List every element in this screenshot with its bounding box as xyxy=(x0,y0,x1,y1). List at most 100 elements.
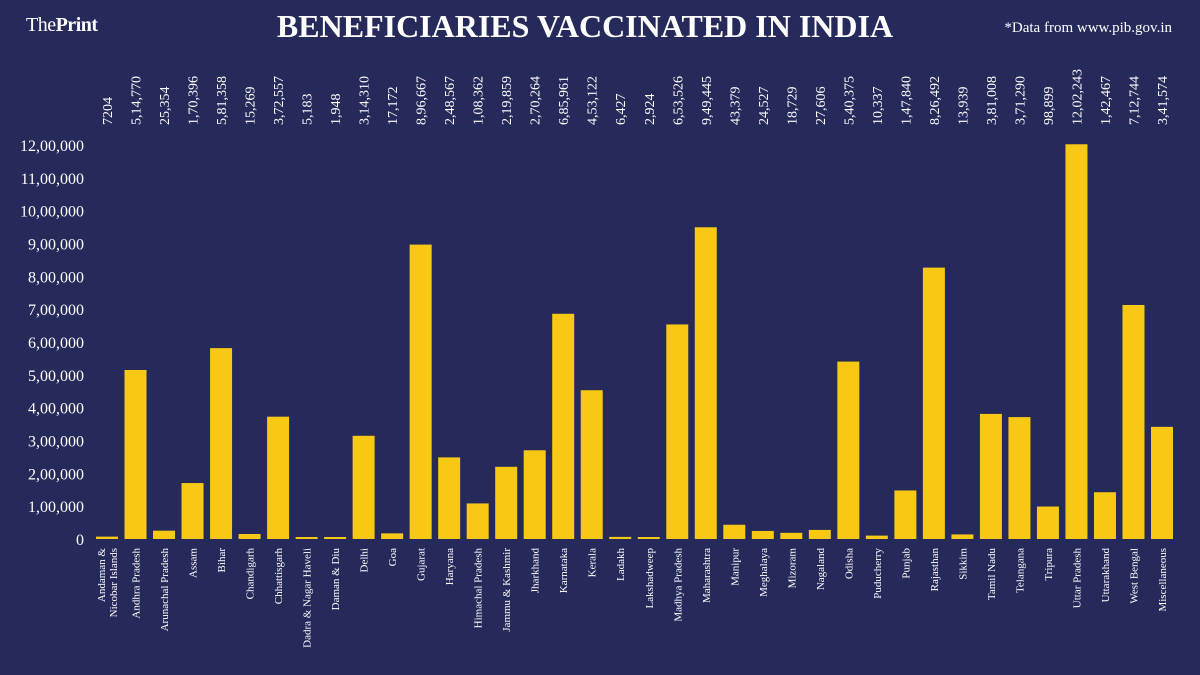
x-tick-label: Goa xyxy=(387,548,399,566)
data-label: 7204 xyxy=(101,97,116,125)
data-label: 1,70,396 xyxy=(187,76,202,125)
x-tick-label: Manipur xyxy=(729,548,741,586)
data-label: 8,96,667 xyxy=(415,76,430,125)
bar-chandigarh xyxy=(238,533,261,539)
bar-jharkhand xyxy=(523,450,546,539)
data-label: 3,81,008 xyxy=(985,76,1000,125)
data-label: 3,14,310 xyxy=(358,76,373,125)
bar-assam xyxy=(181,483,204,539)
bar-kerala xyxy=(580,390,603,539)
bar-madhya-pradesh xyxy=(666,324,689,539)
bar-telangana xyxy=(1008,417,1031,539)
data-label: 6,85,961 xyxy=(557,76,572,125)
bar-miscellaneous xyxy=(1151,426,1173,539)
bar-tripura xyxy=(1036,506,1059,539)
x-tick-label: Delhi xyxy=(359,548,371,572)
y-tick-label: 7,00,000 xyxy=(28,302,84,319)
data-label: 5,40,375 xyxy=(842,76,857,125)
theprint-logo: ThePrint xyxy=(26,14,98,37)
data-label: 7,12,744 xyxy=(1127,76,1142,125)
x-tick-label: Nicobar Islands xyxy=(108,548,120,617)
data-label: 2,924 xyxy=(643,94,658,126)
bar-manipur xyxy=(723,524,746,539)
bar-nagaland xyxy=(808,529,831,539)
x-tick-label: Punjab xyxy=(900,548,912,579)
bar-odisha xyxy=(837,361,860,539)
x-tick-label: Telangana xyxy=(1014,548,1026,593)
bar-delhi xyxy=(352,435,375,539)
bar-rajasthan xyxy=(922,267,945,539)
x-tick-label: Odisha xyxy=(843,548,855,579)
x-tick-label: Nagaland xyxy=(815,548,827,591)
x-tick-label: Uttarakhand xyxy=(1100,548,1112,603)
data-label: 2,48,567 xyxy=(443,76,458,125)
bar-karnataka xyxy=(552,313,575,539)
y-tick-label: 8,00,000 xyxy=(28,269,84,286)
data-label: 1,42,467 xyxy=(1099,76,1114,125)
y-tick-label: 12,00,000 xyxy=(20,138,84,155)
bar-haryana xyxy=(438,457,461,539)
bar-goa xyxy=(381,533,404,539)
bar-dadra-nagar-haveli xyxy=(295,537,318,539)
x-tick-label: Miscellaneous xyxy=(1157,548,1169,612)
logo-bold: Print xyxy=(55,14,98,36)
bar-meghalaya xyxy=(751,530,774,539)
x-tick-label: Daman & Diu xyxy=(330,548,342,611)
data-label: 25,354 xyxy=(158,87,173,126)
x-tick-label: Gujarat xyxy=(416,548,428,581)
x-tick-label: Chandigarh xyxy=(245,548,257,600)
data-label: 3,41,574 xyxy=(1156,76,1171,125)
x-tick-label: Karnataka xyxy=(558,548,570,593)
x-tick-label: Bihar xyxy=(216,548,228,573)
x-tick-label: Sikkim xyxy=(957,548,969,580)
y-tick-label: 4,00,000 xyxy=(28,401,84,418)
data-label: 2,19,859 xyxy=(500,76,515,125)
data-label: 3,72,557 xyxy=(272,76,287,125)
bar-himachal-pradesh xyxy=(466,503,489,539)
data-label: 8,26,492 xyxy=(928,76,943,125)
bar-west-bengal xyxy=(1122,304,1145,539)
bar-maharashtra xyxy=(694,227,717,539)
y-tick-label: 2,00,000 xyxy=(28,466,84,483)
bar-gujarat xyxy=(409,244,432,539)
data-label: 1,948 xyxy=(329,94,344,126)
data-label: 1,08,362 xyxy=(472,76,487,125)
y-tick-label: 0 xyxy=(76,532,84,549)
x-tick-label: Dadra & Nagar Haveli xyxy=(302,548,314,648)
x-tick-label: Himachal Pradesh xyxy=(473,548,485,629)
data-label: 24,527 xyxy=(757,87,772,126)
y-tick-label: 5,00,000 xyxy=(28,368,84,385)
x-tick-label: Assam xyxy=(188,548,200,578)
bar-jammu-kashmir xyxy=(495,466,518,539)
x-tick-label: Kerala xyxy=(587,548,599,577)
x-tick-label: Arunachal Pradesh xyxy=(159,548,171,632)
x-tick-label: Lakshadweep xyxy=(644,548,656,609)
y-tick-label: 1,00,000 xyxy=(28,499,84,516)
y-tick-label: 9,00,000 xyxy=(28,237,84,254)
y-tick-label: 6,00,000 xyxy=(28,335,84,352)
x-tick-label: Meghalaya xyxy=(758,548,770,597)
y-tick-label: 11,00,000 xyxy=(21,171,84,188)
bar-daman-diu xyxy=(324,537,347,539)
bar-tamil-nadu xyxy=(979,413,1002,539)
bar-bihar xyxy=(210,348,233,539)
x-tick-label: Jharkhand xyxy=(530,548,542,594)
data-label: 6,427 xyxy=(614,94,629,126)
source-note: *Data from www.pib.gov.in xyxy=(1004,20,1172,36)
bar-sikkim xyxy=(951,534,974,539)
data-label: 27,606 xyxy=(814,87,829,126)
x-tick-label: Uttar Pradesh xyxy=(1071,548,1083,609)
x-tick-label: Andaman & xyxy=(96,548,108,603)
bar-uttarakhand xyxy=(1093,492,1116,539)
bar-puducherry xyxy=(865,535,888,539)
data-label: 13,939 xyxy=(956,87,971,126)
x-tick-label: Tamil Nadu xyxy=(986,548,998,601)
x-tick-label: Puducherry xyxy=(872,548,884,599)
data-label: 5,183 xyxy=(301,94,316,126)
data-label: 17,172 xyxy=(386,87,401,126)
data-label: 5,81,358 xyxy=(215,76,230,125)
data-label: 6,53,526 xyxy=(671,76,686,125)
data-label: 43,379 xyxy=(728,87,743,126)
data-label: 9,49,445 xyxy=(700,76,715,125)
